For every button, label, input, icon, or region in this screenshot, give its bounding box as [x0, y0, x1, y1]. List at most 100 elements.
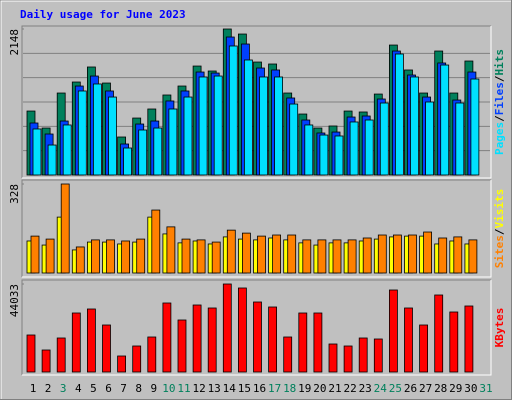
bar: [464, 305, 474, 373]
bar: [243, 59, 253, 176]
x-tick-label: 16: [253, 382, 266, 395]
x-tick-label: 9: [150, 382, 157, 395]
bar: [404, 307, 413, 373]
bar: [91, 239, 100, 274]
legend-entry: Sites: [493, 235, 506, 268]
bar: [213, 75, 223, 176]
y-tick-label: 44033: [8, 284, 21, 317]
legend: Sites/Visits: [493, 189, 506, 269]
bar: [302, 239, 312, 274]
bar: [237, 287, 247, 373]
panel-bevel: [22, 280, 492, 376]
bar: [272, 234, 282, 274]
bar: [468, 239, 478, 274]
bar: [117, 355, 126, 373]
bar: [438, 237, 448, 274]
bar: [362, 237, 372, 274]
legend-entry: Hits: [493, 49, 506, 76]
x-tick-label: 28: [434, 382, 447, 395]
x-tick-label: 29: [449, 382, 462, 395]
bar: [343, 345, 353, 373]
bar: [347, 239, 357, 274]
x-tick-label: 25: [389, 382, 402, 395]
bar: [423, 231, 433, 274]
bar: [304, 124, 314, 176]
bar: [121, 240, 130, 274]
bar: [317, 239, 327, 274]
bar: [177, 319, 187, 373]
bar: [138, 129, 148, 176]
bar: [419, 324, 429, 373]
bar: [132, 345, 142, 373]
bar: [358, 337, 368, 373]
legend-entry: KBytes: [493, 308, 506, 348]
x-tick-label: 21: [328, 382, 341, 395]
bar: [449, 311, 459, 373]
bar: [32, 128, 42, 176]
bar: [283, 336, 293, 373]
bar: [388, 289, 398, 373]
bar: [455, 102, 465, 176]
x-tick-label: 13: [208, 382, 221, 395]
x-tick-label: 18: [283, 382, 296, 395]
bar: [162, 302, 172, 373]
bar: [60, 183, 70, 274]
bar: [56, 337, 66, 373]
bar: [47, 144, 57, 176]
bar: [425, 101, 435, 176]
bar: [26, 334, 36, 373]
x-tick-label: 1: [30, 382, 37, 395]
legend-entry: Pages: [493, 122, 506, 155]
bar: [253, 301, 262, 373]
bar: [45, 238, 55, 274]
panel-bevel: [22, 180, 492, 278]
bar: [259, 76, 268, 176]
bar: [151, 209, 161, 274]
x-tick-label: 26: [404, 382, 417, 395]
x-tick-label: 24: [374, 382, 388, 395]
x-tick-label: 2: [45, 382, 52, 395]
bar: [222, 283, 232, 373]
bar: [77, 90, 87, 176]
bar: [147, 336, 157, 373]
bar: [207, 307, 217, 373]
x-tick-label: 8: [135, 382, 142, 395]
bar: [287, 234, 297, 274]
bar: [377, 234, 387, 274]
legend-separator: /: [493, 75, 506, 82]
x-tick-label: 4: [75, 382, 82, 395]
bar: [228, 45, 238, 176]
bar: [328, 343, 338, 373]
bar: [108, 96, 117, 176]
x-tick-label: 6: [105, 382, 112, 395]
legend: KBytes: [493, 308, 506, 348]
x-tick-label: 11: [177, 382, 190, 395]
legend-separator: /: [493, 115, 506, 122]
bar: [434, 294, 444, 373]
legend-separator: /: [493, 228, 506, 235]
y-tick-label: 2148: [8, 29, 21, 56]
bar: [183, 96, 193, 176]
bar: [410, 76, 419, 176]
panel-bevel: [21, 179, 491, 277]
chart-title: Daily usage for June 2023: [20, 8, 186, 21]
bar: [106, 239, 115, 274]
x-tick-label: 20: [313, 382, 326, 395]
x-tick-label: 5: [90, 382, 97, 395]
bar: [102, 324, 111, 373]
bar: [319, 134, 329, 176]
bar: [334, 135, 344, 176]
panel-bevel: [21, 279, 491, 375]
bar: [192, 304, 202, 373]
x-tick-label: 3: [60, 382, 67, 395]
bar: [440, 64, 450, 176]
bar: [392, 234, 402, 274]
bar: [257, 235, 266, 274]
x-tick-label: 14: [223, 382, 237, 395]
x-tick-label: 27: [419, 382, 432, 395]
bar: [453, 236, 463, 274]
bar: [289, 103, 299, 176]
bar: [298, 312, 308, 373]
bar: [166, 226, 176, 274]
bar: [211, 241, 221, 274]
